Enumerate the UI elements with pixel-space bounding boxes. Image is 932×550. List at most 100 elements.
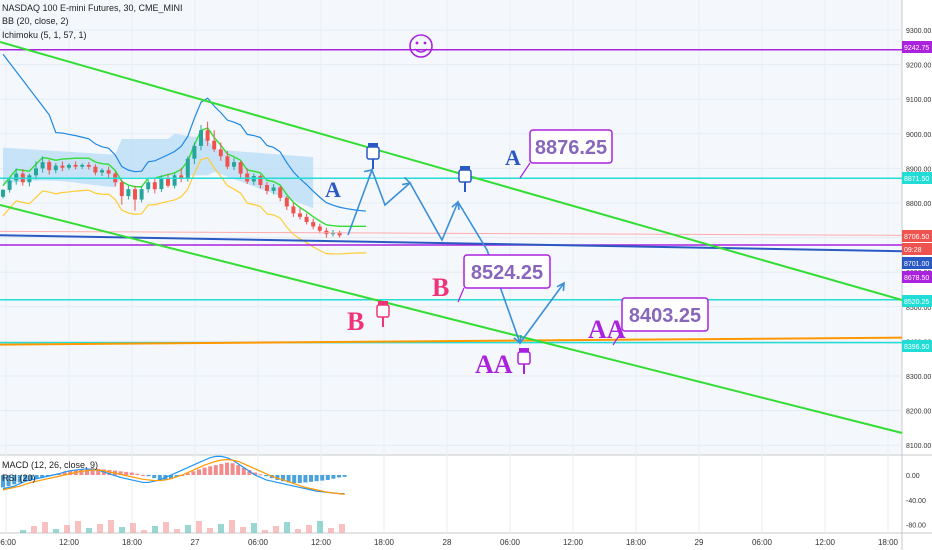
volume-bar xyxy=(31,526,37,533)
candle-body xyxy=(179,175,184,179)
x-tick-label: 06:00 xyxy=(500,538,521,547)
candle-body xyxy=(53,165,58,171)
candle-body xyxy=(126,189,131,197)
smiley-eye xyxy=(423,41,427,45)
macd-group xyxy=(1,455,347,533)
annotation-letter: A xyxy=(505,145,521,170)
hand-palm xyxy=(458,169,472,183)
callout-value: 8524.25 xyxy=(471,262,543,284)
callout-leader xyxy=(457,287,465,303)
volume-bar xyxy=(196,521,202,533)
macd-tick-label: 0.00 xyxy=(906,473,920,480)
candle-body xyxy=(284,197,289,207)
hand-palm xyxy=(376,304,390,318)
price-tag-label: 8706.50 xyxy=(904,234,929,241)
macd-hist-bar xyxy=(331,475,336,479)
candle-body xyxy=(152,182,157,190)
hand-cuff xyxy=(460,166,470,170)
price-tag-bg xyxy=(902,41,932,53)
candle-body xyxy=(119,182,124,197)
price-tag-label: 9242.75 xyxy=(904,45,929,52)
macd-hist-bar xyxy=(320,475,325,481)
macd-hist-bar xyxy=(258,474,263,476)
macd-hist-bar xyxy=(6,475,11,487)
candle-body xyxy=(298,213,302,217)
hand-cuff xyxy=(378,301,388,305)
candle-body xyxy=(212,140,217,150)
candle-body xyxy=(192,145,197,159)
macd-hist-bar xyxy=(118,471,123,475)
volume-bar xyxy=(328,528,334,533)
macd-line xyxy=(2,455,345,495)
legend-rsi: RSI (20) xyxy=(2,473,36,483)
smiley-eye xyxy=(415,41,419,45)
pointing-hand-icon xyxy=(366,143,380,169)
x-tick-label: 06:00 xyxy=(752,538,773,547)
y-tick-label: 8300.00 xyxy=(906,374,931,381)
x-tick-label: 29 xyxy=(695,538,704,547)
macd-hist-bar xyxy=(68,470,73,475)
orange-trend-line xyxy=(0,336,903,346)
volume-bar xyxy=(119,527,125,533)
price-tag-bg xyxy=(902,257,932,269)
volume-bar xyxy=(229,520,235,533)
macd-hist-bar xyxy=(314,475,319,482)
volume-bar xyxy=(20,530,26,533)
x-tick-label: 12:00 xyxy=(563,538,584,547)
arrow-head xyxy=(364,168,374,178)
y-tick-label: 8100.00 xyxy=(906,443,931,450)
volume-bar xyxy=(108,520,114,533)
channel-lower-line xyxy=(0,204,903,434)
volume-bar xyxy=(86,528,92,533)
macd-tick-label: -80.00 xyxy=(906,523,926,530)
volume-bar xyxy=(207,528,213,533)
macd-hist-bar xyxy=(281,475,285,482)
volume-bar xyxy=(174,529,180,533)
time-axis: 06:00 12:00 18:00 27 06:00 12:00 18:00 28 06:00 1… xyxy=(0,538,899,547)
price-tag-label: 8701.00 xyxy=(904,261,929,268)
candle-body xyxy=(146,182,151,190)
y-tick-label: 8800.00 xyxy=(906,201,931,208)
callout-leader xyxy=(612,330,623,346)
volume-bar xyxy=(152,526,158,533)
hand-cuff xyxy=(368,143,378,147)
legend-bb: BB (20, close, 2) xyxy=(2,16,69,26)
annotation-letter: A xyxy=(325,177,341,202)
macd-hist-bar xyxy=(253,472,257,475)
candle-body xyxy=(73,164,78,167)
candle-body xyxy=(304,216,309,223)
macd-hist-bar xyxy=(219,463,224,475)
callout-box xyxy=(463,254,551,289)
x-tick-label: 18:00 xyxy=(878,538,899,547)
macd-hist-bar xyxy=(247,470,252,475)
price-tag-bg xyxy=(902,172,932,184)
macd-hist-bar xyxy=(1,475,5,488)
volume-bar xyxy=(75,521,81,533)
callout-box xyxy=(621,297,709,332)
macd-hist-bar xyxy=(12,475,17,485)
macd-hist-bar xyxy=(292,475,297,484)
candle-body xyxy=(225,156,230,167)
candle-body xyxy=(317,226,322,231)
bollinger-bands xyxy=(2,53,367,255)
ichimoku-cloud xyxy=(3,133,314,209)
y-tick-label: 8200.00 xyxy=(906,409,931,416)
macd-hist-bar xyxy=(141,475,145,476)
macd-hist-bar xyxy=(197,469,201,475)
macd-hist-bar xyxy=(85,468,89,475)
volume-bar xyxy=(240,527,246,533)
price-tag-label: 8396.50 xyxy=(904,344,929,351)
callout-value: 8876.25 xyxy=(535,137,607,159)
macd-hist-bar xyxy=(45,475,50,477)
candle-body xyxy=(86,164,91,167)
candle-body xyxy=(133,189,137,200)
horizontal-levels xyxy=(0,49,903,346)
price-tags: 9242.75 8871.50 8706.50 09:28 8701.00 8678.50… xyxy=(902,41,932,352)
macd-hist-bar xyxy=(124,471,129,475)
price-tag-bg xyxy=(902,271,932,283)
callout-value: 8403.25 xyxy=(629,305,701,327)
macd-pane-bg xyxy=(0,455,902,533)
channel-upper-line xyxy=(0,41,903,301)
